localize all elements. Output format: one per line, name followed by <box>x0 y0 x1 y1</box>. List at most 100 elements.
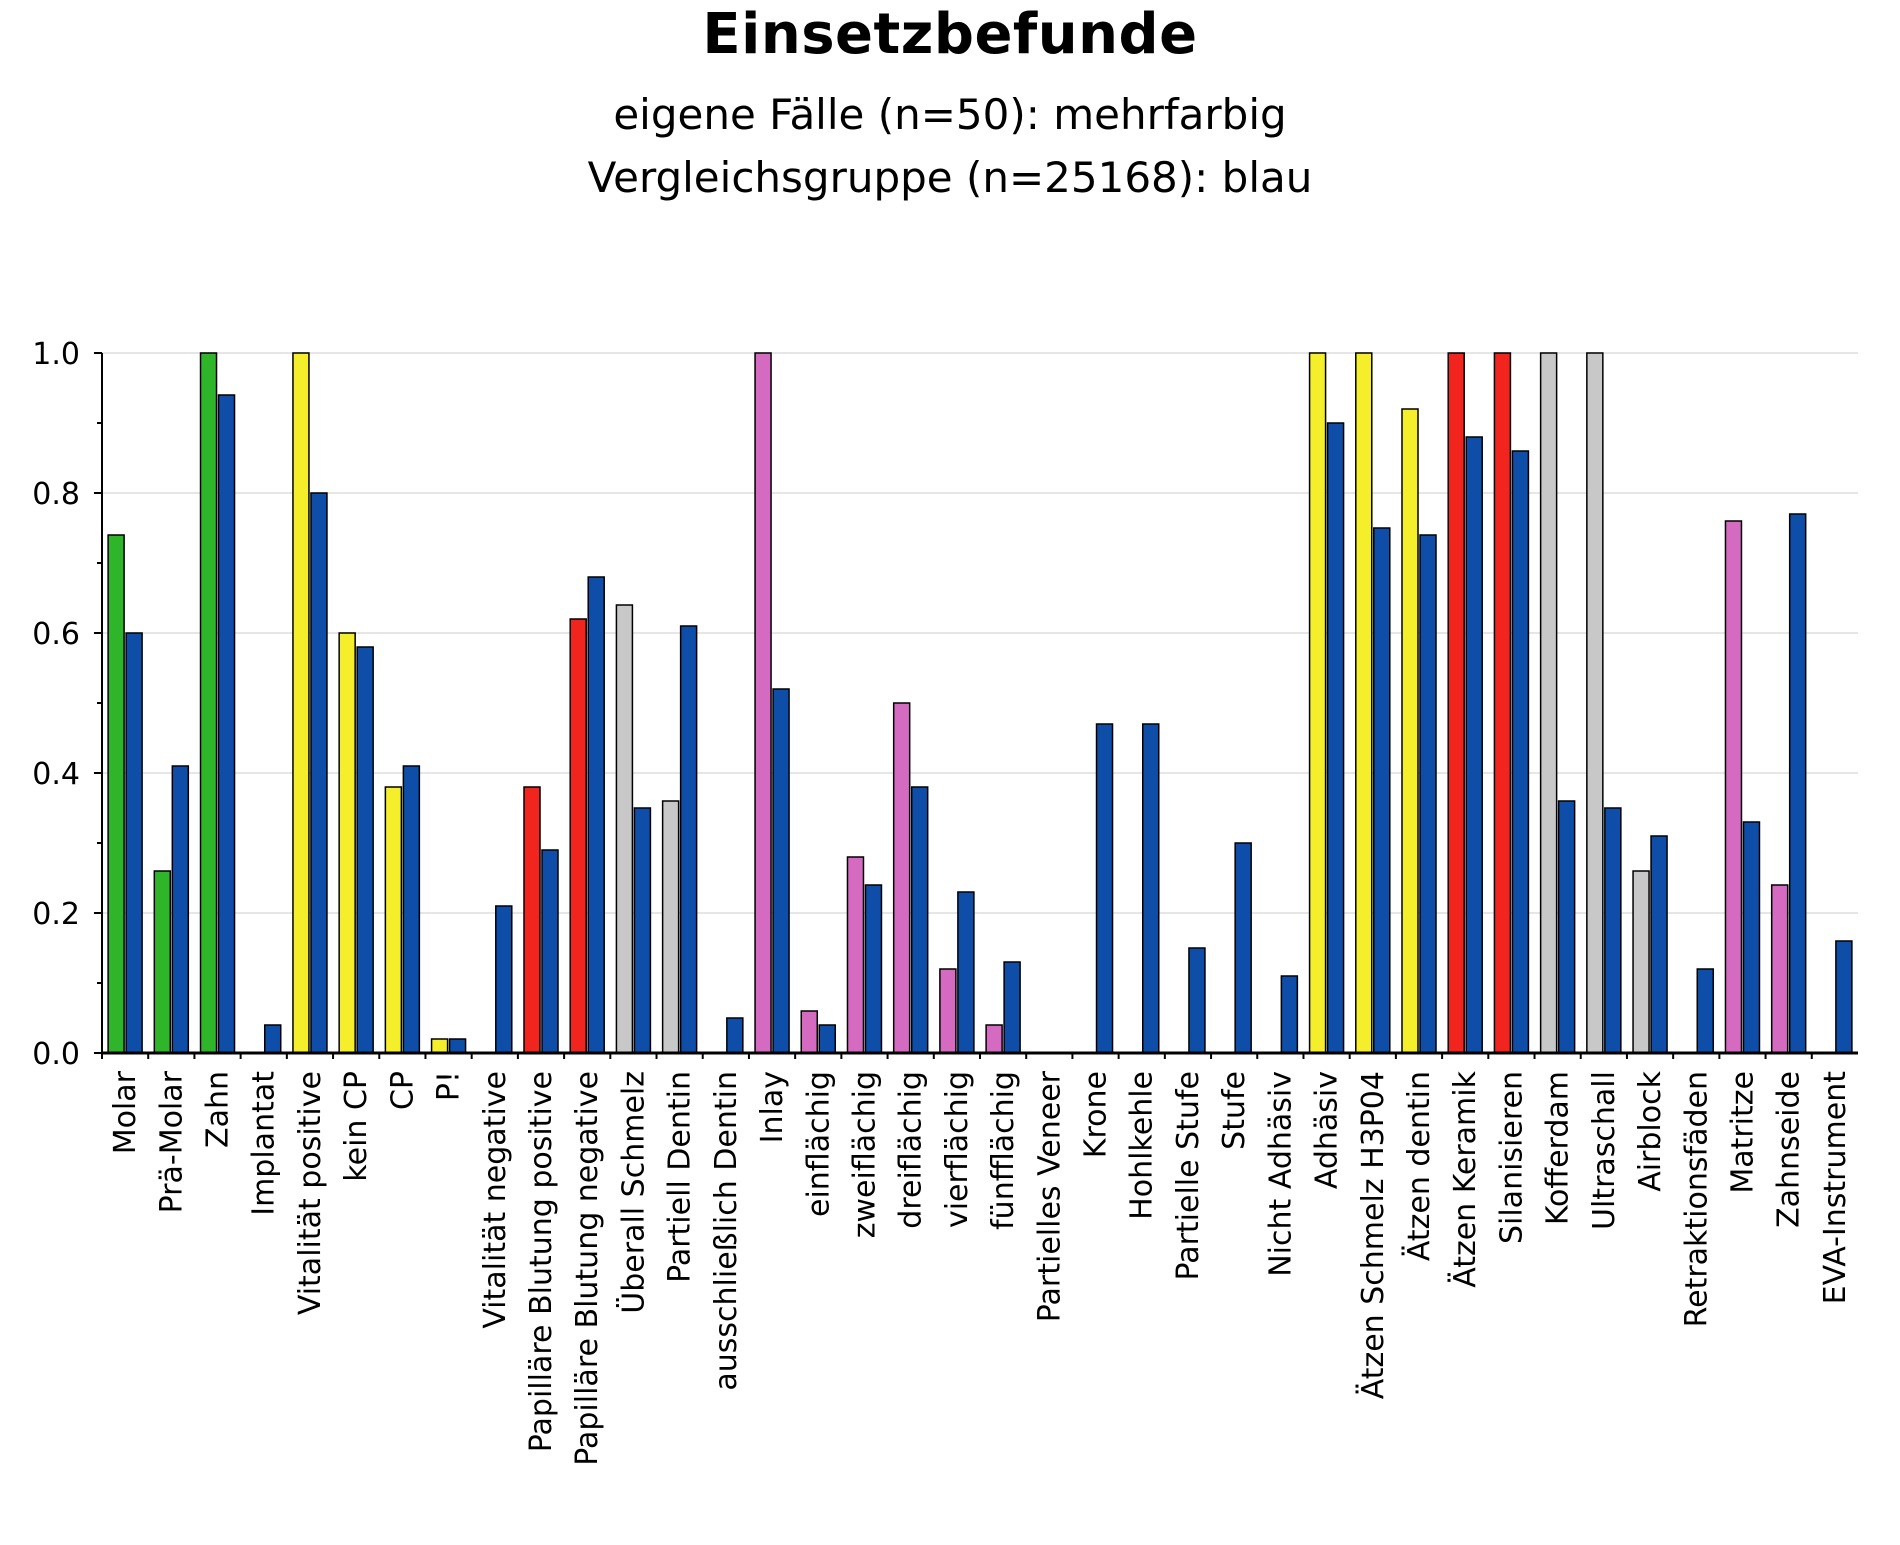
bar-comparison-group <box>310 492 328 1054</box>
bar-own-cases <box>1586 352 1604 1054</box>
x-tick-label: Zahn <box>201 1071 236 1148</box>
bar-comparison-group <box>587 576 605 1054</box>
chart-subtitle-own-cases: eigene Fälle (n=50): mehrfarbig <box>613 90 1287 139</box>
bar-comparison-group <box>1280 975 1299 1054</box>
y-tick-label: 0.4 <box>32 757 80 792</box>
x-tick-label: dreiflächig <box>894 1071 929 1229</box>
bar-own-cases <box>199 352 218 1054</box>
x-tick-label: Implantat <box>247 1071 282 1216</box>
bar-own-cases <box>1447 352 1465 1054</box>
bar-comparison-group <box>1003 961 1021 1054</box>
bar-own-cases <box>1493 352 1512 1054</box>
y-tick-label: 1.0 <box>32 337 80 372</box>
bar-own-cases <box>846 856 865 1054</box>
bar-own-cases <box>292 352 310 1054</box>
bar-own-cases <box>754 352 772 1054</box>
x-tick-label: Silanisieren <box>1494 1071 1529 1244</box>
x-tick-label: Inlay <box>755 1071 790 1143</box>
x-tick-label: Ätzen Schmelz H3P04 <box>1355 1071 1391 1399</box>
bar-own-cases <box>1724 520 1743 1054</box>
bar-own-cases <box>985 1024 1003 1054</box>
bar-comparison-group <box>1234 842 1252 1054</box>
x-tick-label: fünfflächig <box>986 1071 1021 1230</box>
x-tick-label: Retraktionsfäden <box>1679 1071 1714 1327</box>
bar-own-cases <box>107 534 125 1054</box>
y-tick-labels: 0.0 0.2 0.4 0.6 0.8 1.0 <box>32 337 80 1072</box>
bar-comparison-group <box>541 849 559 1054</box>
bar-comparison-group <box>1511 450 1530 1054</box>
x-tick-label: Kofferdam <box>1541 1071 1576 1225</box>
x-tick-label: Partiell Dentin <box>663 1071 698 1283</box>
bar-own-cases <box>661 800 680 1054</box>
chart-title: Einsetzbefunde <box>702 2 1198 67</box>
x-tick-label: kein CP <box>339 1071 374 1182</box>
bar-own-cases <box>1770 884 1789 1054</box>
bar-own-cases <box>1401 408 1419 1054</box>
x-tick-label: P! <box>432 1071 467 1101</box>
bar-own-cases <box>615 604 634 1054</box>
bar-comparison-group <box>957 891 975 1054</box>
bar-own-cases <box>1632 870 1650 1054</box>
bar-comparison-group <box>263 1024 282 1054</box>
x-tick-label: Nicht Adhäsiv <box>1263 1071 1298 1277</box>
bar-comparison-group <box>1095 723 1114 1054</box>
bar-comparison-group <box>864 884 883 1054</box>
bar-own-cases <box>1308 352 1327 1054</box>
bar-comparison-group <box>125 632 143 1054</box>
bar-own-cases <box>800 1010 819 1054</box>
bar-comparison-group <box>1696 968 1715 1054</box>
bar-own-cases <box>1539 352 1558 1054</box>
y-tick-label: 0.6 <box>32 617 80 652</box>
x-tick-label: Stufe <box>1217 1071 1252 1150</box>
x-tick-label: Krone <box>1079 1071 1114 1158</box>
x-tick-label: Papilläre Blutung negative <box>570 1071 605 1466</box>
bar-comparison-group <box>726 1017 744 1054</box>
bars <box>107 352 1853 1054</box>
x-tick-label: Papilläre Blutung positive <box>524 1071 559 1452</box>
bar-comparison-group <box>1465 436 1483 1054</box>
x-tick-label: Vitalität positive <box>293 1071 328 1315</box>
x-tick-label: vierflächig <box>940 1071 975 1228</box>
bar-comparison-group <box>1373 527 1391 1054</box>
bar-comparison-group <box>679 625 698 1054</box>
x-tick-label: Adhäsiv <box>1310 1071 1345 1189</box>
bar-comparison-group <box>1141 723 1160 1054</box>
x-tick-label: ausschließlich Dentin <box>709 1071 744 1391</box>
x-tick-label: zweiflächig <box>847 1071 882 1238</box>
bar-comparison-group <box>1650 835 1668 1054</box>
x-tick-label: Airblock <box>1633 1070 1668 1191</box>
x-tick-label: Molar <box>108 1070 143 1154</box>
x-tick-label: Ätzen Keramik <box>1447 1070 1483 1287</box>
bar-comparison-group <box>1788 513 1807 1054</box>
x-tick-label: Partielles Veneer <box>1032 1070 1067 1322</box>
x-tick-label: Matritze <box>1725 1071 1760 1194</box>
bar-comparison-group <box>171 765 190 1054</box>
bar-own-cases <box>939 968 957 1054</box>
x-tick-label: Partielle Stufe <box>1171 1071 1206 1281</box>
bar-comparison-group <box>217 394 236 1054</box>
bar-own-cases <box>338 632 356 1054</box>
chart-subtitle-comparison-group: Vergleichsgruppe (n=25168): blau <box>587 153 1313 202</box>
bar-comparison-group <box>1188 947 1206 1054</box>
x-tick-label: Prä-Molar <box>154 1070 189 1213</box>
bar-comparison-group <box>1604 807 1622 1054</box>
bar-own-cases <box>384 786 403 1054</box>
bar-comparison-group <box>448 1038 467 1054</box>
x-tick-label: Hohlkehle <box>1125 1071 1160 1220</box>
bar-own-cases <box>569 618 587 1054</box>
y-tick-label: 0.8 <box>32 477 80 512</box>
y-tick-label: 0.0 <box>32 1037 80 1072</box>
x-tick-label: einflächig <box>801 1071 836 1217</box>
y-tick-label: 0.2 <box>32 897 80 932</box>
x-tick-label: Ätzen dentin <box>1401 1071 1437 1261</box>
bar-own-cases <box>430 1038 449 1054</box>
bar-comparison-group <box>818 1024 837 1054</box>
bar-own-cases <box>523 786 541 1054</box>
bar-own-cases <box>892 702 911 1054</box>
x-tick-label: EVA-Instrument <box>1818 1071 1853 1305</box>
bar-comparison-group <box>772 688 790 1054</box>
x-tick-label: Überall Schmelz <box>615 1071 651 1314</box>
bar-comparison-group <box>495 905 513 1054</box>
bar-comparison-group <box>1557 800 1576 1054</box>
